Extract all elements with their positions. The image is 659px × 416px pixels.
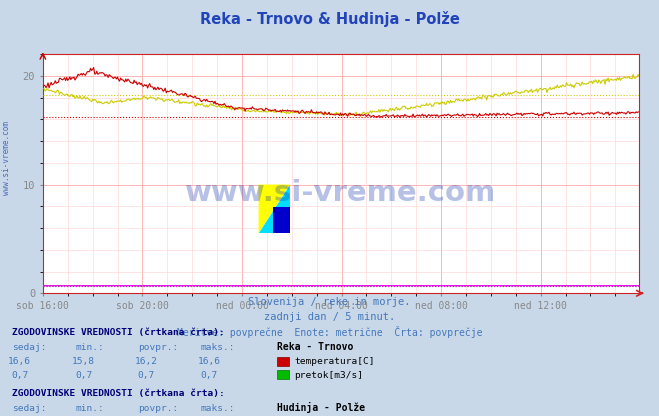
Text: 0,7: 0,7 [200, 371, 217, 380]
Text: min.:: min.: [76, 343, 105, 352]
Text: sedaj:: sedaj: [12, 343, 46, 352]
Text: www.si-vreme.com: www.si-vreme.com [185, 179, 497, 207]
Text: ZGODOVINSKE VREDNOSTI (črtkana črta):: ZGODOVINSKE VREDNOSTI (črtkana črta): [12, 389, 225, 398]
Text: temperatura[C]: temperatura[C] [294, 357, 374, 366]
Text: 0,7: 0,7 [75, 371, 92, 380]
Polygon shape [258, 185, 290, 233]
Text: zadnji dan / 5 minut.: zadnji dan / 5 minut. [264, 312, 395, 322]
Text: Hudinja - Polže: Hudinja - Polže [277, 402, 365, 413]
Text: 16,2: 16,2 [135, 357, 158, 366]
Text: maks.:: maks.: [201, 404, 235, 413]
Text: povpr.:: povpr.: [138, 404, 179, 413]
Text: min.:: min.: [76, 404, 105, 413]
Text: povpr.:: povpr.: [138, 343, 179, 352]
Text: Reka - Trnovo & Hudinja - Polže: Reka - Trnovo & Hudinja - Polže [200, 11, 459, 27]
Text: Slovenija / reke in morje.: Slovenija / reke in morje. [248, 297, 411, 307]
Text: pretok[m3/s]: pretok[m3/s] [294, 371, 363, 380]
Text: Reka - Trnovo: Reka - Trnovo [277, 342, 353, 352]
Text: sedaj:: sedaj: [12, 404, 46, 413]
Text: 16,6: 16,6 [9, 357, 31, 366]
Text: 0,7: 0,7 [138, 371, 155, 380]
Polygon shape [258, 185, 290, 233]
Text: 0,7: 0,7 [11, 371, 28, 380]
Text: maks.:: maks.: [201, 343, 235, 352]
Polygon shape [273, 207, 290, 233]
Text: Meritve: povprečne  Enote: metrične  Črta: povprečje: Meritve: povprečne Enote: metrične Črta:… [177, 326, 482, 338]
Text: www.si-vreme.com: www.si-vreme.com [2, 121, 11, 195]
Text: 16,6: 16,6 [198, 357, 220, 366]
Text: ZGODOVINSKE VREDNOSTI (črtkana črta):: ZGODOVINSKE VREDNOSTI (črtkana črta): [12, 328, 225, 337]
Text: 15,8: 15,8 [72, 357, 95, 366]
